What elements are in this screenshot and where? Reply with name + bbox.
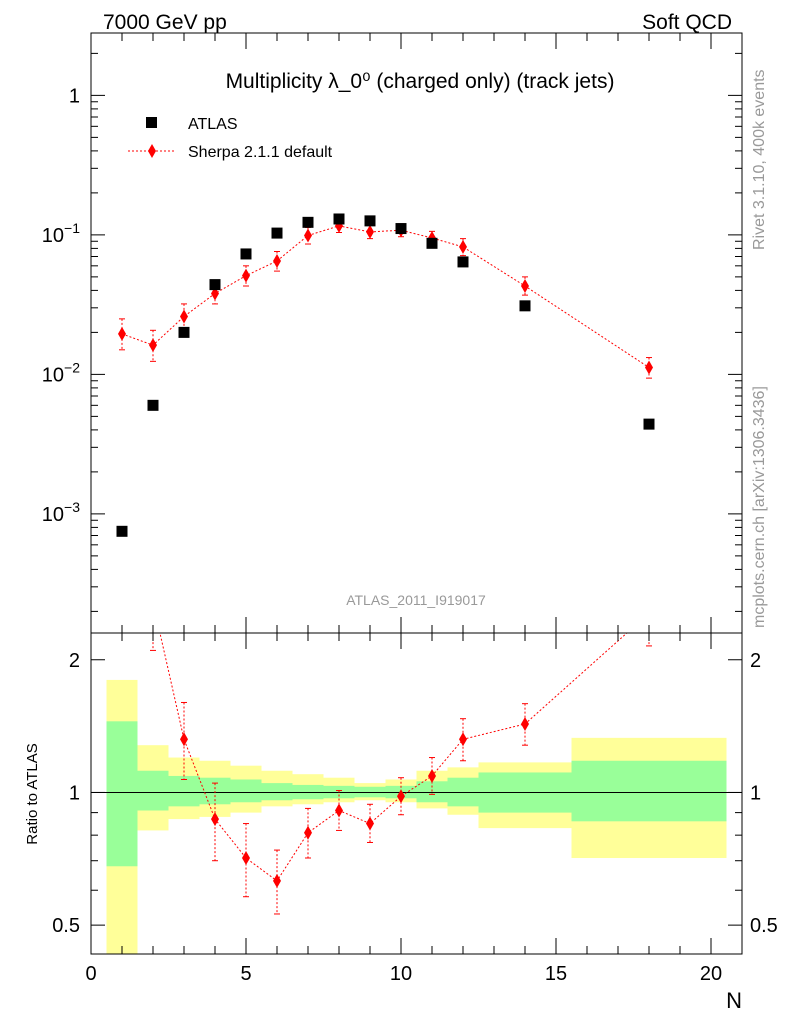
ratio-sherpa-point xyxy=(180,732,188,747)
legend-sherpa-label: Sherpa 2.1.1 default xyxy=(188,144,333,161)
ratio-x-tick-label: 10 xyxy=(390,963,412,985)
legend-atlas-label: ATLAS xyxy=(188,116,238,133)
ratio-sherpa-point xyxy=(242,851,250,866)
legend-sherpa-marker xyxy=(148,144,156,158)
sherpa-point xyxy=(118,326,126,341)
sherpa-point xyxy=(645,360,653,375)
legend-atlas-marker xyxy=(146,117,157,128)
sherpa-point xyxy=(521,279,529,294)
ratio-y-tick-label-right: 1 xyxy=(750,782,761,804)
ratio-plot: 0.5 0.5 1 1 2 2 0 5 10 15 20 Ratio to ATLAS N xyxy=(24,162,778,1013)
ratio-y-axis: 0.5 0.5 1 1 2 2 xyxy=(52,650,778,937)
atlas-point xyxy=(116,525,128,537)
ratio-sherpa-point xyxy=(273,873,281,888)
main-y-tick-label: 1 xyxy=(69,85,80,107)
sherpa-point xyxy=(366,224,374,239)
atlas-point xyxy=(271,227,283,239)
sherpa-point xyxy=(273,253,281,268)
ratio-y-tick-label: 2 xyxy=(69,650,80,672)
ratio-y-tick-label: 1 xyxy=(69,782,80,804)
atlas-point xyxy=(457,256,469,268)
ratio-band-inner xyxy=(571,760,727,822)
ratio-sherpa-point xyxy=(397,789,405,804)
sherpa-point xyxy=(459,239,467,254)
ratio-sherpa-point xyxy=(428,768,436,783)
atlas-point xyxy=(209,279,221,291)
atlas-point xyxy=(147,399,159,411)
atlas-point xyxy=(395,223,407,235)
ratio-sherpa-point xyxy=(645,606,653,620)
main-y-axis: 10−3 10−2 10−1 1 xyxy=(42,52,742,612)
rivet-label: Rivet 3.1.10, 400k events xyxy=(751,69,768,250)
ratio-x-tick-label: 5 xyxy=(240,963,251,985)
main-y-tick-label: 10−1 xyxy=(42,220,80,247)
x-axis-label: N xyxy=(726,988,742,1013)
atlas-point xyxy=(643,418,655,430)
ratio-band-inner xyxy=(416,781,448,803)
main-x-ticks xyxy=(90,33,743,633)
ratio-sherpa-point xyxy=(521,716,529,731)
ratio-band-inner xyxy=(261,783,293,801)
ratio-y-tick-label-right: 0.5 xyxy=(750,915,778,937)
atlas-point xyxy=(426,237,438,249)
ratio-plot-frame xyxy=(90,632,743,955)
ratio-sherpa-point xyxy=(118,162,126,176)
ratio-x-tick-label: 0 xyxy=(85,963,96,985)
sherpa-line xyxy=(121,225,650,368)
sherpa-point xyxy=(242,268,250,283)
atlas-point xyxy=(364,215,376,227)
ratio-sherpa-point xyxy=(304,825,312,840)
main-y-tick-label: 10−3 xyxy=(42,499,80,526)
ratio-x-axis: 0 5 10 15 20 xyxy=(85,633,743,985)
mcplots-label: mcplots.cern.ch [arXiv:1306.3436] xyxy=(751,386,768,628)
ratio-sherpa-point xyxy=(149,595,157,609)
header-left: 7000 GeV pp xyxy=(103,11,227,34)
atlas-point xyxy=(519,300,531,312)
ratio-band-inner xyxy=(230,779,262,803)
ratio-x-tick-label: 15 xyxy=(545,963,567,985)
ratio-x-tick-label: 20 xyxy=(700,963,722,985)
header-right: Soft QCD xyxy=(642,11,732,34)
ratio-bands xyxy=(106,679,727,954)
sherpa-point xyxy=(304,228,312,243)
chart-title: Multiplicity λ_0⁰ (charged only) (track … xyxy=(226,70,615,93)
main-plot: Multiplicity λ_0⁰ (charged only) (track … xyxy=(42,32,743,634)
legend: ATLAS Sherpa 2.1.1 default xyxy=(128,116,333,161)
ratio-y-tick-label: 0.5 xyxy=(52,915,80,937)
ratio-band-inner xyxy=(106,721,138,867)
atlas-point xyxy=(240,248,252,260)
ratio-sherpa-line xyxy=(159,633,628,882)
sherpa-point xyxy=(180,309,188,324)
sherpa-series xyxy=(118,218,653,379)
atlas-series xyxy=(116,213,655,537)
ratio-sherpa-point xyxy=(211,812,219,827)
atlas-point xyxy=(178,326,190,338)
analysis-label: ATLAS_2011_I919017 xyxy=(346,592,486,608)
ratio-sherpa-point xyxy=(335,803,343,818)
ratio-sherpa-point xyxy=(366,816,374,831)
ratio-sherpa-point xyxy=(459,732,467,747)
ratio-sherpa-series xyxy=(118,162,653,915)
atlas-point xyxy=(302,216,314,228)
ratio-band-inner xyxy=(168,775,200,807)
atlas-point xyxy=(333,213,345,225)
main-y-tick-label: 10−2 xyxy=(42,359,80,386)
ratio-y-tick-label-right: 2 xyxy=(750,650,761,672)
sherpa-point xyxy=(149,338,157,353)
ratio-band-inner xyxy=(137,770,169,811)
ratio-ylabel: Ratio to ATLAS xyxy=(24,743,41,844)
